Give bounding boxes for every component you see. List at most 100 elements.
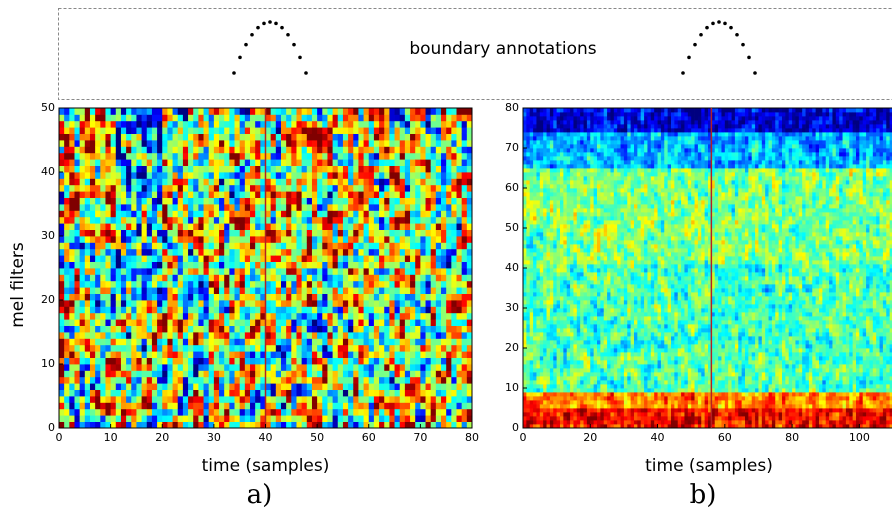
heatmap-cell: [400, 223, 406, 230]
heatmap-cell: [369, 242, 375, 249]
heatmap-cell: [533, 108, 537, 112]
heatmap-cell: [338, 306, 344, 313]
heatmap-cell: [333, 300, 339, 307]
heatmap-cell: [131, 166, 137, 173]
heatmap-cell: [255, 351, 261, 358]
heatmap-cell: [374, 230, 380, 237]
heatmap-cell: [173, 402, 179, 409]
heatmap-cell: [111, 345, 117, 352]
heatmap-cell: [214, 402, 220, 409]
heatmap-cell: [90, 178, 96, 185]
heatmap-cell: [431, 159, 437, 166]
heatmap-cell: [240, 178, 246, 185]
heatmap-cell: [405, 159, 411, 166]
heatmap-cell: [85, 198, 91, 205]
heatmap-cell: [173, 249, 179, 256]
heatmap-cell: [540, 132, 544, 136]
heatmap-cell: [255, 236, 261, 243]
heatmap-cell: [379, 274, 385, 281]
heatmap-cell: [384, 306, 390, 313]
heatmap-cell: [291, 370, 297, 377]
heatmap-cell: [431, 306, 437, 313]
heatmap-cell: [338, 338, 344, 345]
heatmap-cell: [353, 255, 359, 262]
heatmap-cell: [307, 415, 313, 422]
heatmap-cell: [338, 185, 344, 192]
heatmap-cell: [276, 281, 282, 288]
heatmap-cell: [557, 324, 561, 328]
heatmap-cell: [395, 217, 401, 224]
heatmap-cell: [90, 319, 96, 326]
heatmap-cell: [74, 383, 80, 390]
heatmap-cell: [343, 287, 349, 294]
heatmap-cell: [59, 268, 65, 275]
heatmap-cell: [374, 210, 380, 217]
heatmap-cell: [116, 396, 122, 403]
heatmap-cell: [526, 256, 530, 260]
heatmap-cell: [198, 287, 204, 294]
heatmap-cell: [540, 408, 544, 412]
heatmap-cell: [157, 306, 163, 313]
heatmap-cell: [431, 319, 437, 326]
heatmap-cell: [536, 276, 540, 280]
heatmap-cell: [374, 121, 380, 128]
heatmap-cell: [121, 236, 127, 243]
heatmap-cell: [327, 402, 333, 409]
heatmap-cell: [152, 236, 158, 243]
heatmap-cell: [178, 230, 184, 237]
heatmap-cell: [384, 178, 390, 185]
heatmap-cell: [80, 191, 86, 198]
heatmap-cell: [327, 390, 333, 397]
heatmap-cell: [547, 276, 551, 280]
heatmap-cell: [550, 420, 554, 424]
heatmap-cell: [379, 281, 385, 288]
heatmap-cell: [307, 351, 313, 358]
heatmap-cell: [80, 377, 86, 384]
heatmap-cell: [250, 306, 256, 313]
heatmap-cell: [384, 159, 390, 166]
heatmap-cell: [353, 332, 359, 339]
heatmap-cell: [426, 422, 432, 429]
heatmap-cell: [533, 180, 537, 184]
heatmap-cell: [557, 264, 561, 268]
heatmap-cell: [173, 159, 179, 166]
heatmap-cell: [415, 255, 421, 262]
heatmap-cell: [291, 364, 297, 371]
heatmap-cell: [540, 284, 544, 288]
heatmap-cell: [353, 223, 359, 230]
heatmap-cell: [219, 204, 225, 211]
heatmap-cell: [550, 232, 554, 236]
heatmap-cell: [250, 255, 256, 262]
heatmap-cell: [395, 140, 401, 147]
heatmap-cell: [557, 332, 561, 336]
heatmap-cell: [536, 332, 540, 336]
heatmap-cell: [317, 300, 323, 307]
heatmap-cell: [204, 370, 210, 377]
heatmap-cell: [322, 351, 328, 358]
heatmap-cell: [536, 304, 540, 308]
heatmap-cell: [431, 236, 437, 243]
annotation-dot: [699, 33, 703, 37]
heatmap-cell: [333, 127, 339, 134]
heatmap-cell: [219, 345, 225, 352]
heatmap-cell: [560, 316, 564, 320]
heatmap-cell: [286, 415, 292, 422]
heatmap-cell: [557, 248, 561, 252]
heatmap-cell: [560, 288, 564, 292]
heatmap-cell: [462, 114, 468, 121]
heatmap-cell: [214, 300, 220, 307]
heatmap-cell: [426, 351, 432, 358]
heatmap-cell: [553, 240, 557, 244]
heatmap-cell: [400, 268, 406, 275]
heatmap-cell: [193, 198, 199, 205]
heatmap-cell: [59, 358, 65, 365]
heatmap-cell: [183, 198, 189, 205]
heatmap-cell: [322, 338, 328, 345]
heatmap-cell: [302, 306, 308, 313]
heatmap-cell: [426, 217, 432, 224]
heatmap-cell: [415, 185, 421, 192]
heatmap-cell: [395, 204, 401, 211]
heatmap-cell: [540, 324, 544, 328]
heatmap-cell: [126, 217, 132, 224]
heatmap-cell: [214, 287, 220, 294]
